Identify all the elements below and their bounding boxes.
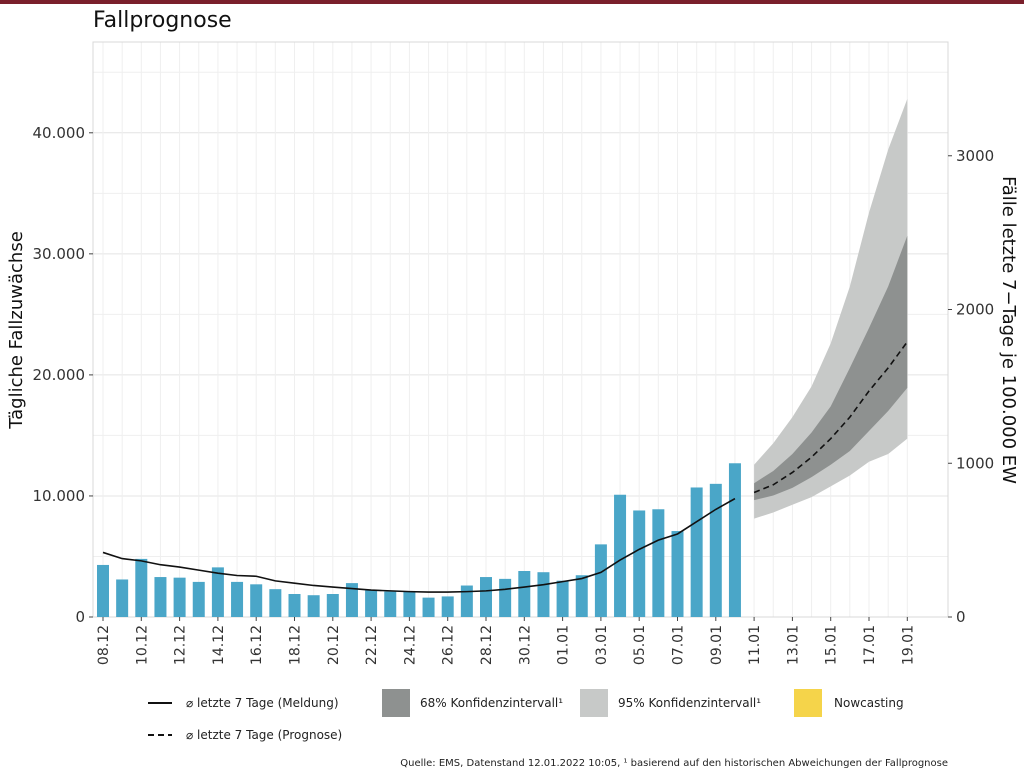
legend-ci68-swatch	[382, 689, 410, 717]
bar-29.12	[499, 578, 512, 617]
bar-11.12	[154, 577, 167, 617]
bar-02.01	[575, 575, 588, 617]
legend-label: ⌀ letzte 7 Tage (Meldung)	[186, 696, 339, 710]
ci68-band-layer	[754, 235, 908, 501]
y-tick-label: 10.000	[33, 487, 86, 505]
legend-ci95-swatch	[580, 689, 608, 717]
x-tick-label: 11.01	[747, 625, 763, 665]
bar-08.12	[97, 564, 109, 617]
bar-23.12	[384, 591, 397, 617]
y-axis-title: Tägliche Fallzuwächse	[6, 231, 27, 430]
x-tick-label: 28.12	[479, 625, 495, 665]
legend-label: 95% Konfidenzintervall¹	[618, 696, 761, 710]
y2-tick-label: 2000	[956, 301, 994, 319]
x-tick-label: 16.12	[249, 625, 265, 665]
top-accent-bar	[0, 0, 1024, 4]
bar-15.12	[231, 581, 244, 617]
x-tick-label: 17.01	[862, 625, 878, 665]
bar-13.12	[192, 581, 205, 617]
x-tick-label: 08.12	[96, 625, 112, 665]
x-tick-label: 22.12	[364, 625, 380, 665]
bar-06.01	[652, 509, 665, 617]
bar-03.01	[594, 544, 607, 617]
bar-25.12	[422, 597, 435, 617]
y-tick-label: 20.000	[33, 366, 86, 384]
bar-31.12	[537, 572, 550, 617]
x-tick-label: 12.12	[173, 625, 189, 665]
bar-12.12	[173, 577, 186, 617]
legend-label: 68% Konfidenzintervall¹	[420, 696, 563, 710]
y2-tick-label: 0	[956, 608, 966, 626]
bar-24.12	[403, 591, 416, 617]
x-tick-label: 19.01	[900, 625, 916, 665]
source-note: Quelle: EMS, Datenstand 12.01.2022 10:05…	[400, 758, 948, 769]
bar-05.01	[633, 510, 646, 617]
y-tick-label: 0	[75, 608, 85, 626]
x-tick-label: 14.12	[211, 625, 227, 665]
ci68-band	[754, 235, 908, 501]
bar-21.12	[345, 583, 358, 617]
y2-axis-title: Fälle letzte 7−Tage je 100.000 EW	[998, 176, 1019, 484]
x-tick-label: 09.01	[709, 625, 725, 665]
bar-28.12	[480, 577, 492, 617]
bar-14.12	[211, 567, 224, 617]
y-tick-label: 40.000	[33, 124, 86, 142]
x-tick-label: 18.12	[288, 625, 304, 665]
bar-10.01	[728, 463, 741, 617]
line-layer	[102, 341, 908, 593]
x-tick-label: 05.01	[632, 625, 648, 665]
x-tick-label: 13.01	[785, 625, 801, 665]
bar-20.12	[326, 594, 339, 617]
bar-07.01	[671, 531, 684, 617]
bar-30.12	[518, 571, 531, 617]
y-tick-label: 30.000	[33, 245, 86, 263]
x-tick-label: 30.12	[517, 625, 533, 665]
legend-layer: ⌀ letzte 7 Tage (Meldung) 68% Konfidenzin…	[148, 689, 904, 742]
bar-layer	[97, 463, 741, 617]
bar-19.12	[307, 595, 320, 617]
bar-17.12	[269, 589, 282, 617]
x-tick-label: 20.12	[326, 625, 342, 665]
bar-26.12	[441, 596, 454, 617]
bar-09.01	[709, 483, 722, 617]
bar-22.12	[365, 590, 378, 617]
reported-7day-line	[102, 497, 736, 593]
bar-16.12	[250, 584, 263, 617]
x-tick-label: 26.12	[441, 625, 457, 665]
y2-tick-label: 3000	[956, 147, 994, 165]
axis-layer: 0 10.000 20.000 30.000 40.000 0 1000 2000 3000 Tä…	[6, 124, 1019, 665]
grid-layer	[92, 41, 949, 618]
legend-nowcasting-swatch	[794, 689, 822, 717]
bar-10.12	[135, 558, 148, 617]
bar-18.12	[288, 594, 301, 617]
legend-label: Nowcasting	[834, 696, 904, 710]
chart-title: Fallprognose	[93, 8, 232, 33]
bar-01.01	[556, 580, 569, 617]
bar-08.01	[690, 487, 703, 617]
bar-27.12	[460, 585, 473, 617]
x-tick-label: 15.01	[824, 625, 840, 665]
x-tick-label: 03.01	[594, 625, 610, 665]
bar-04.01	[614, 494, 627, 617]
x-tick-label: 01.01	[556, 625, 572, 665]
forecast-7day-line	[753, 341, 908, 494]
y2-tick-label: 1000	[956, 454, 994, 472]
panel-border	[92, 41, 949, 618]
x-tick-label: 10.12	[134, 625, 150, 665]
x-tick-label: 07.01	[671, 625, 687, 665]
legend-label: ⌀ letzte 7 Tage (Prognose)	[186, 728, 342, 742]
bar-09.12	[116, 579, 129, 617]
x-tick-label: 24.12	[402, 625, 418, 665]
